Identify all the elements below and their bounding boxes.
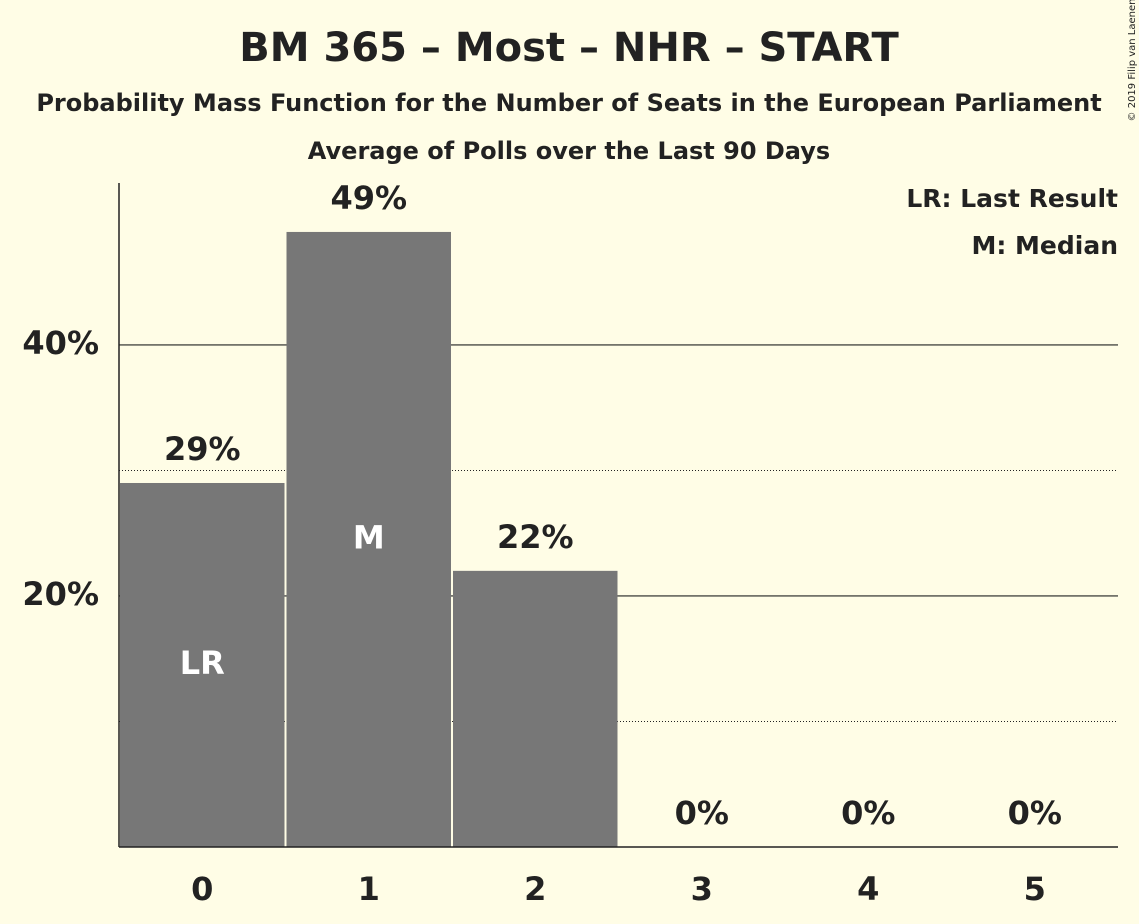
value-label: 22% bbox=[497, 518, 574, 556]
x-tick-label: 3 bbox=[691, 870, 713, 908]
bar bbox=[120, 482, 285, 847]
chart-subtitle: Average of Polls over the Last 90 Days bbox=[308, 137, 830, 165]
bar-annotation: LR bbox=[180, 644, 225, 682]
y-tick-label: 20% bbox=[22, 575, 99, 613]
x-tick-label: 0 bbox=[191, 870, 213, 908]
value-label: 0% bbox=[675, 794, 729, 832]
value-label: 0% bbox=[841, 794, 895, 832]
x-tick-label: 1 bbox=[358, 870, 380, 908]
x-tick-label: 5 bbox=[1024, 870, 1046, 908]
legend-entry: M: Median bbox=[971, 231, 1118, 260]
bar-annotation: M bbox=[353, 518, 385, 556]
x-tick-label: 4 bbox=[857, 870, 879, 908]
chart-title: BM 365 – Most – NHR – START bbox=[239, 25, 899, 71]
x-tick-label: 2 bbox=[524, 870, 546, 908]
bar bbox=[453, 570, 618, 847]
chart-subtitle: Probability Mass Function for the Number… bbox=[36, 89, 1101, 117]
copyright: © 2019 Filip van Laenen bbox=[1127, 0, 1138, 121]
bar bbox=[286, 231, 451, 847]
y-tick-label: 40% bbox=[22, 324, 99, 362]
value-label: 49% bbox=[330, 179, 407, 217]
value-label: 0% bbox=[1008, 794, 1062, 832]
legend-entry: LR: Last Result bbox=[906, 184, 1118, 213]
value-label: 29% bbox=[164, 430, 241, 468]
